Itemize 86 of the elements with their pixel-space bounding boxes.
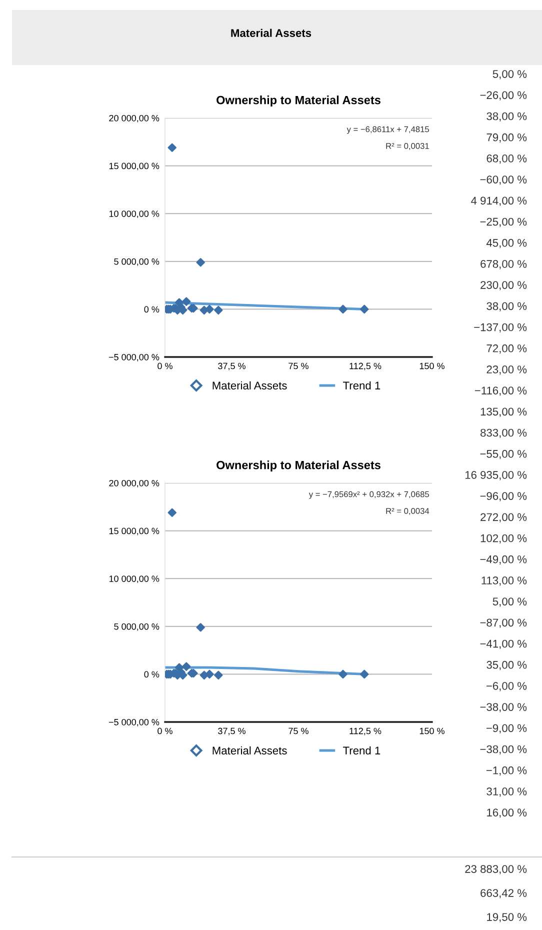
text: 135,00 %	[480, 408, 527, 417]
text: 5,00 %	[492, 598, 527, 607]
text: 272,00 %	[480, 513, 527, 522]
annotation: y = −6,8611x + 7,4815	[346, 126, 429, 134]
x-tick-label: 37,5 %	[218, 362, 246, 370]
text: 663,42 %	[480, 889, 527, 898]
point	[214, 306, 223, 315]
text: −25,00 %	[480, 218, 527, 227]
point	[360, 304, 369, 314]
text: 23,00 %	[486, 366, 527, 375]
point	[168, 508, 176, 518]
text: 113,00 %	[482, 576, 527, 586]
text: 38,00 %	[486, 112, 527, 122]
y-tick-label: 20 000,00 %	[109, 114, 160, 122]
text: −26,00 %	[480, 91, 527, 100]
text: −55,00 %	[480, 450, 527, 460]
annotation: R² = 0,0034	[386, 508, 430, 515]
text: −49,00 %	[480, 555, 527, 565]
chart-title: Ownership to Material Assets	[216, 96, 380, 107]
legend-label: Material Assets	[212, 381, 287, 390]
chart-title: Ownership to Material Assets	[216, 460, 380, 472]
x-tick-label: 150 %	[420, 728, 444, 734]
x-tick-label: 0 %	[158, 362, 172, 370]
text: −38,00 %	[480, 703, 527, 712]
text: Material Assets	[231, 28, 312, 37]
y-tick-label: 15 000,00 %	[109, 162, 160, 170]
point	[168, 143, 176, 152]
y-tick-label: −5 000,00 %	[108, 718, 160, 726]
text: 230,00 %	[480, 281, 527, 290]
y-tick-label: 10 000,00 %	[109, 576, 160, 584]
annotation: R² = 0,0031	[386, 143, 429, 150]
legend-label: Trend 1	[343, 381, 380, 390]
y-tick-label: 5 000,00 %	[114, 623, 160, 631]
text: 35,00 %	[486, 660, 527, 670]
text: −96,00 %	[480, 492, 527, 502]
text: −137,00 %	[474, 323, 527, 332]
y-tick-label: 0 %	[144, 671, 160, 678]
point	[182, 662, 191, 671]
text: −6,00 %	[486, 682, 527, 692]
x-tick-label: 37,5 %	[218, 728, 246, 736]
x-tick-label: 75 %	[288, 362, 308, 370]
text: 5,00 %	[492, 70, 527, 80]
point	[338, 304, 348, 314]
y-tick-label: 15 000,00 %	[109, 528, 160, 536]
text: −38,00 %	[480, 745, 527, 754]
text: 102,00 %	[480, 534, 527, 544]
text: −41,00 %	[480, 640, 527, 649]
text: 23 883,00 %	[465, 865, 527, 874]
point	[196, 258, 205, 267]
text: 16 935,00 %	[465, 471, 527, 480]
point	[205, 670, 214, 679]
legend-label: Material Assets	[212, 746, 287, 754]
point	[214, 670, 223, 680]
text: −9,00 %	[486, 724, 527, 734]
text: 19,50 %	[487, 913, 527, 922]
text: −1,00 %	[486, 766, 527, 776]
x-tick-label: 0 %	[158, 728, 172, 734]
text: 45,00 %	[486, 238, 527, 248]
text: 833,00 %	[480, 428, 527, 438]
x-tick-label: 75 %	[288, 728, 308, 734]
text: 68,00 %	[486, 154, 527, 164]
point	[196, 622, 205, 632]
text: 16,00 %	[487, 808, 527, 818]
y-tick-label: −5 000,00 %	[108, 354, 160, 362]
text: 31,00 %	[486, 788, 527, 797]
text: 4 914,00 %	[471, 196, 527, 206]
y-tick-label: 5 000,00 %	[114, 258, 160, 266]
text: −87,00 %	[480, 618, 527, 628]
x-tick-label: 150 %	[420, 362, 444, 370]
point	[182, 297, 191, 306]
text: 678,00 %	[480, 260, 527, 270]
legend-label: Trend 1	[343, 746, 380, 754]
x-tick-label: 112,5 %	[350, 362, 382, 370]
point	[360, 670, 369, 679]
point	[205, 304, 214, 314]
annotation: y = −7,9569x² + 0,932x + 7,0685	[308, 491, 429, 499]
text: −116,00 %	[474, 386, 527, 396]
y-tick-label: 20 000,00 %	[109, 480, 160, 488]
text: −60,00 %	[480, 176, 527, 185]
y-tick-label: 10 000,00 %	[109, 210, 160, 218]
x-tick-label: 112,5 %	[350, 728, 382, 736]
y-tick-label: 0 %	[144, 306, 160, 313]
text: 72,00 %	[486, 344, 527, 354]
point	[338, 670, 348, 679]
text: 38,00 %	[486, 302, 527, 312]
text: 79,00 %	[486, 133, 527, 143]
